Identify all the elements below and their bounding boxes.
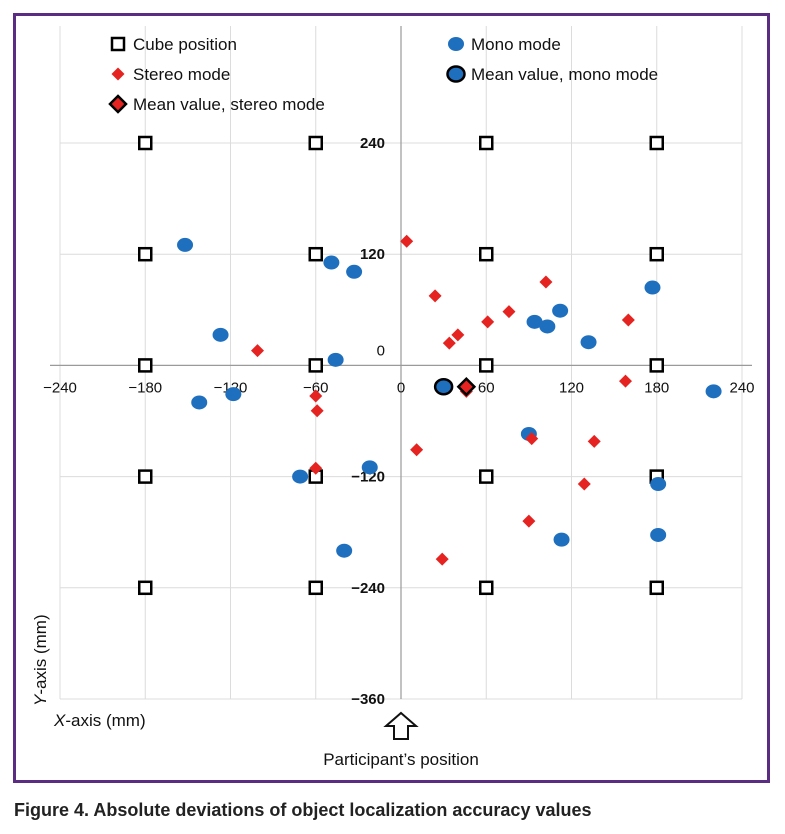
cube-position-point <box>479 469 494 484</box>
legend-entry: Cube position <box>110 35 237 54</box>
mono-mode-point <box>552 303 569 318</box>
x-tick-label: −240 <box>43 379 77 396</box>
x-tick-label: −60 <box>303 379 328 396</box>
y-tick-label: −240 <box>351 580 385 597</box>
stereo-mode-point <box>309 389 323 403</box>
tick-labels: −240−180−120−600601201802402401200−120−2… <box>43 135 754 708</box>
stereo-mode-point <box>309 461 323 475</box>
cube-position-point <box>138 580 153 596</box>
mono-mode-point <box>212 327 229 342</box>
legend-entry: Mean value, stereo mode <box>108 94 325 114</box>
data-marks <box>138 135 722 596</box>
stereo-mode-point <box>618 374 632 388</box>
legend-entry: Mean value, mono mode <box>446 65 658 84</box>
stereo-mode-point <box>502 305 516 319</box>
scatter-chart: −240−180−120−600601201802402401200−120−2… <box>31 26 755 769</box>
cube-position-point <box>479 580 494 596</box>
mono-mode-point <box>650 527 667 542</box>
mono-mode-point <box>580 335 597 350</box>
mono-mode-point <box>292 469 309 484</box>
y-tick-label: 120 <box>360 246 385 263</box>
mono-mode-point <box>526 314 543 329</box>
cube-position-point <box>649 246 664 262</box>
stereo-mode-point <box>442 336 456 350</box>
cube-position-point <box>649 358 664 373</box>
legend: Cube position Mono mode Stereo mode Mean va… <box>108 35 658 114</box>
x-tick-label: 60 <box>478 379 495 396</box>
x-axis-label: X-axis (mm) <box>53 711 146 730</box>
cube-position-point <box>308 580 323 596</box>
stereo-mode-point <box>525 432 539 446</box>
stereo-mode-point <box>410 443 424 457</box>
y-tick-label: −120 <box>351 469 385 486</box>
mono-mode-point <box>346 264 363 279</box>
mono-mode-point <box>644 280 661 295</box>
cube-position-point <box>479 135 494 151</box>
cube-position-point <box>649 135 664 151</box>
stereo-mode-point <box>481 315 495 329</box>
stereo-mode-point <box>539 275 553 289</box>
y-tick-label: 0 <box>377 342 385 359</box>
mono-mode-point <box>225 387 242 402</box>
axes <box>50 26 752 699</box>
participant-position-label: Participant’s position <box>323 750 479 769</box>
legend-marker <box>110 36 126 52</box>
x-tick-label: 0 <box>397 379 405 396</box>
mono-mode-point <box>327 352 344 367</box>
cube-position-point <box>138 469 153 484</box>
cube-position-point <box>649 580 664 596</box>
stereo-mode-point <box>451 328 465 342</box>
y-tick-label: 240 <box>360 135 385 152</box>
x-tick-label: −180 <box>128 379 162 396</box>
y-axis-label: Y-axis (mm) <box>31 614 50 706</box>
mono-mode-point <box>705 384 722 399</box>
cube-position-point <box>138 135 153 151</box>
stereo-mode-point <box>310 404 324 418</box>
stereo-mode-point <box>587 434 601 448</box>
stereo-mode-point <box>250 344 264 358</box>
mean-value-mono-mode-point <box>433 377 454 396</box>
mono-mode-point <box>323 255 340 270</box>
legend-marker <box>108 94 128 114</box>
legend-marker <box>111 67 125 81</box>
cube-position-point <box>479 358 494 373</box>
mono-mode-point <box>336 543 353 558</box>
legend-marker <box>448 37 464 51</box>
legend-label: Mean value, stereo mode <box>133 95 325 114</box>
stereo-mode-point <box>400 234 414 248</box>
stereo-mode-point <box>428 289 442 303</box>
cube-position-point <box>138 246 153 262</box>
figure-caption: Figure 4. Absolute deviations of object … <box>14 800 592 820</box>
mean-value-stereo-mode-point <box>456 376 477 397</box>
y-tick-label: −360 <box>351 691 385 708</box>
legend-entry: Mono mode <box>448 35 561 54</box>
legend-label: Cube position <box>133 35 237 54</box>
mono-mode-point <box>191 395 208 410</box>
legend-label: Mean value, mono mode <box>471 65 658 84</box>
figure-frame: −240−180−120−600601201802402401200−120−2… <box>13 13 770 783</box>
stereo-mode-point <box>522 514 536 528</box>
stereo-mode-point <box>577 477 591 491</box>
cube-position-point <box>138 358 153 373</box>
mono-mode-point <box>539 319 556 334</box>
x-tick-label: 180 <box>644 379 669 396</box>
legend-label: Stereo mode <box>133 65 230 84</box>
legend-label: Mono mode <box>471 35 561 54</box>
cube-position-point <box>308 135 323 151</box>
mono-mode-point <box>650 477 667 492</box>
x-tick-label: 240 <box>729 379 754 396</box>
mono-mode-point <box>177 237 194 252</box>
cube-position-point <box>308 358 323 373</box>
up-arrow-icon <box>383 711 419 740</box>
mono-mode-point <box>553 532 570 547</box>
legend-entry: Stereo mode <box>111 65 230 84</box>
cube-position-point <box>479 246 494 262</box>
x-tick-label: 120 <box>559 379 584 396</box>
mono-mode-point <box>361 460 378 475</box>
stereo-mode-point <box>621 313 635 327</box>
stereo-mode-point <box>435 552 449 566</box>
axis-labels: X-axis (mm) Y-axis (mm) Participant’s po… <box>31 614 479 769</box>
legend-marker <box>446 65 466 83</box>
cube-position-point <box>308 246 323 262</box>
